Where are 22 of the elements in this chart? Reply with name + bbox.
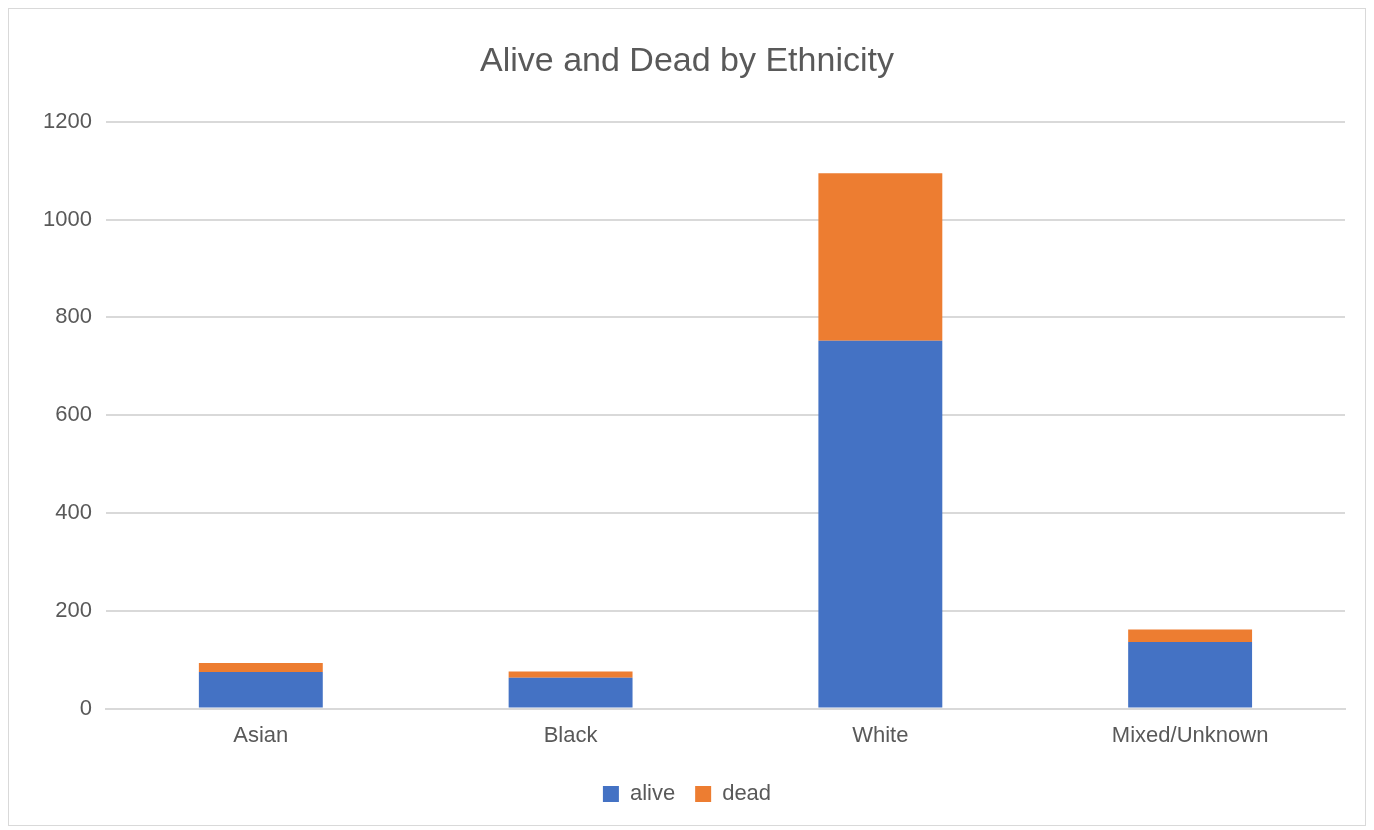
- legend-label: alive: [629, 780, 676, 806]
- x-tick-label: Black: [543, 721, 599, 747]
- bar: [1128, 642, 1253, 708]
- bar: [508, 677, 633, 708]
- y-tick-label: 1000: [42, 205, 92, 231]
- x-tick-label: Asian: [233, 721, 289, 747]
- y-tick-label: 800: [55, 303, 92, 329]
- legend-label: dead: [722, 780, 772, 806]
- chart-title: Alive and Dead by Ethnicity: [480, 39, 894, 78]
- y-tick-label: 400: [55, 499, 92, 525]
- bar: [508, 671, 633, 678]
- bar: [198, 663, 323, 672]
- x-tick-label: Mixed/Unknown: [1111, 721, 1269, 747]
- y-tick-label: 1200: [42, 107, 92, 133]
- y-tick-label: 0: [79, 694, 92, 720]
- bar: [818, 340, 943, 708]
- y-tick-label: 200: [55, 596, 92, 622]
- y-tick-label: 600: [55, 401, 92, 427]
- x-tick-label: White: [852, 721, 909, 747]
- bar: [1128, 629, 1253, 643]
- bar: [818, 173, 943, 341]
- bar: [198, 671, 323, 708]
